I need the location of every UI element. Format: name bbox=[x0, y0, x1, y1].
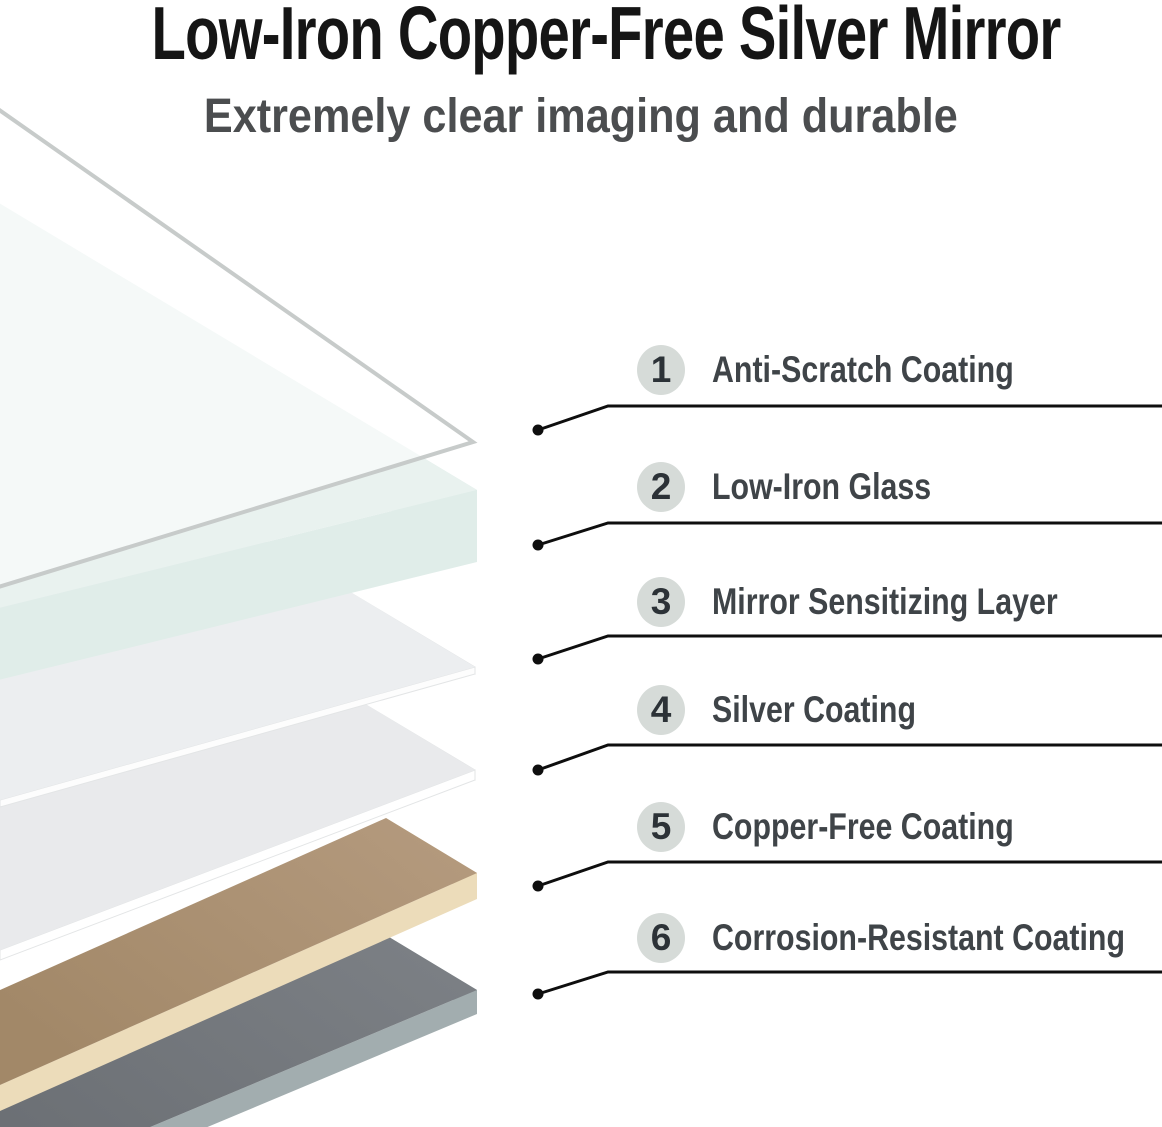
callout-number-badge: 1 bbox=[637, 345, 685, 395]
callout-line-3 bbox=[537, 634, 1162, 661]
callout-number-badge: 4 bbox=[637, 685, 685, 735]
callout-row-2: 2 Low-Iron Glass bbox=[637, 462, 979, 512]
callout-line-1 bbox=[537, 404, 1162, 432]
callout-row-5: 5 Copper-Free Coating bbox=[637, 802, 1080, 852]
callout-dot-4 bbox=[532, 764, 544, 776]
callout-label: Copper-Free Coating bbox=[712, 806, 1014, 847]
callout-dot-2 bbox=[532, 539, 544, 551]
callout-dot-5 bbox=[532, 880, 544, 892]
callout-dot-3 bbox=[532, 653, 544, 665]
callout-label: Mirror Sensitizing Layer bbox=[712, 581, 1058, 622]
callout-label: Silver Coating bbox=[712, 689, 917, 730]
page-title: Low-Iron Copper-Free Silver Mirror bbox=[151, 0, 1062, 75]
callout-label: Low-Iron Glass bbox=[712, 466, 932, 507]
layer6-corrosion-coating-top-face bbox=[0, 934, 477, 1127]
layer1-anti-scratch-pane bbox=[0, 108, 478, 589]
callout-dot-6 bbox=[532, 988, 544, 1000]
callout-row-3: 3 Mirror Sensitizing Layer bbox=[637, 577, 1134, 627]
callout-number-badge: 3 bbox=[637, 577, 685, 627]
page-subtitle: Extremely clear imaging and durable bbox=[204, 90, 958, 143]
layer3-sensitizing-layer-front-face bbox=[0, 666, 476, 808]
callout-line-4 bbox=[537, 743, 1162, 772]
callout-number-badge: 2 bbox=[637, 462, 685, 512]
callout-line-5 bbox=[537, 860, 1162, 888]
callout-row-4: 4 Silver Coating bbox=[637, 685, 961, 735]
callout-line-2 bbox=[537, 521, 1162, 547]
callout-number-badge: 6 bbox=[637, 913, 685, 963]
callout-dot-1 bbox=[532, 424, 544, 436]
callout-label: Corrosion-Resistant Coating bbox=[712, 917, 1125, 958]
layer5-copper-free-coating-top-face bbox=[0, 818, 477, 1085]
layer2-low-iron-glass-front-face bbox=[0, 490, 477, 680]
callout-line-6 bbox=[537, 970, 1162, 996]
callout-label: Anti-Scratch Coating bbox=[712, 349, 1014, 390]
callout-number-badge: 5 bbox=[637, 802, 685, 852]
callout-row-6: 6 Corrosion-Resistant Coating bbox=[637, 913, 1162, 963]
layer5-copper-free-coating-front-face bbox=[0, 873, 477, 1111]
callout-row-1: 1 Anti-Scratch Coating bbox=[637, 345, 1080, 395]
